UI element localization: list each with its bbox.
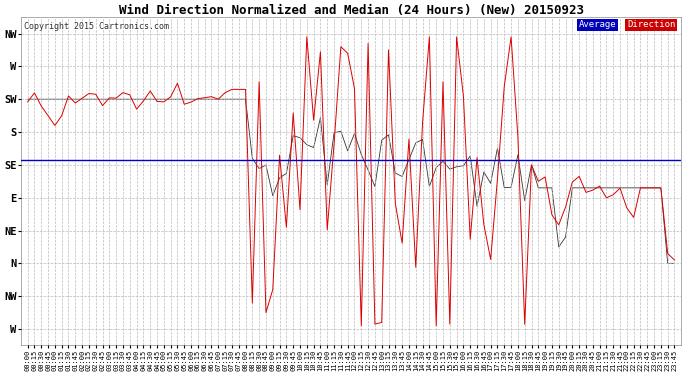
Text: Average: Average <box>579 21 617 30</box>
Title: Wind Direction Normalized and Median (24 Hours) (New) 20150923: Wind Direction Normalized and Median (24… <box>119 4 584 17</box>
Text: Direction: Direction <box>627 21 676 30</box>
Text: Copyright 2015 Cartronics.com: Copyright 2015 Cartronics.com <box>24 22 169 31</box>
